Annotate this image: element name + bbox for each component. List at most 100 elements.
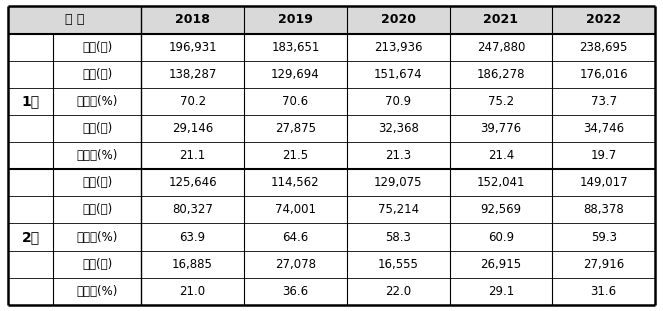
Bar (53, 34, 141, 61)
Text: 29.1: 29.1 (488, 285, 514, 298)
Bar (347, 196, 450, 223)
Text: 92,569: 92,569 (480, 203, 522, 216)
Bar (450, 142, 552, 169)
Bar (53, 196, 141, 223)
Text: 152,041: 152,041 (477, 176, 525, 189)
Text: 27,078: 27,078 (275, 258, 316, 271)
Text: 32,368: 32,368 (378, 122, 418, 135)
Text: 238,695: 238,695 (579, 41, 628, 54)
Text: 70.6: 70.6 (282, 95, 308, 108)
Bar (552, 142, 655, 169)
Text: 2021: 2021 (483, 13, 518, 26)
Text: 대상(명): 대상(명) (82, 41, 112, 54)
Bar (141, 278, 244, 305)
Bar (53, 61, 141, 88)
Text: 138,287: 138,287 (168, 68, 217, 81)
Text: 75.2: 75.2 (488, 95, 514, 108)
Bar (450, 278, 552, 305)
Bar (244, 223, 347, 251)
Bar (53, 115, 141, 142)
Bar (347, 169, 450, 196)
Bar (141, 223, 244, 251)
Bar (552, 34, 655, 61)
Bar (244, 34, 347, 61)
Bar (552, 278, 655, 305)
Text: 합격(명): 합격(명) (82, 122, 112, 135)
Text: 73.7: 73.7 (591, 95, 617, 108)
Bar (244, 6, 347, 34)
Bar (244, 61, 347, 88)
Text: 2022: 2022 (586, 13, 621, 26)
Bar (141, 88, 244, 115)
Text: 21.0: 21.0 (180, 285, 206, 298)
Bar (347, 6, 450, 34)
Text: 129,694: 129,694 (271, 68, 320, 81)
Bar (347, 278, 450, 305)
Text: 213,936: 213,936 (374, 41, 422, 54)
Bar (552, 169, 655, 196)
Text: 21.3: 21.3 (385, 149, 411, 162)
Text: 196,931: 196,931 (168, 41, 217, 54)
Text: 2018: 2018 (175, 13, 210, 26)
Text: 응시(명): 응시(명) (82, 203, 112, 216)
Bar (450, 169, 552, 196)
Text: 합격률(%): 합격률(%) (76, 149, 118, 162)
Bar (8, 169, 53, 305)
Bar (450, 251, 552, 278)
Bar (244, 115, 347, 142)
Bar (450, 88, 552, 115)
Text: 70.2: 70.2 (180, 95, 206, 108)
Text: 151,674: 151,674 (374, 68, 422, 81)
Text: 70.9: 70.9 (385, 95, 411, 108)
Bar (450, 196, 552, 223)
Text: 2차: 2차 (21, 230, 40, 244)
Text: 21.1: 21.1 (180, 149, 206, 162)
Bar (347, 115, 450, 142)
Bar (141, 142, 244, 169)
Text: 186,278: 186,278 (477, 68, 525, 81)
Text: 16,885: 16,885 (172, 258, 213, 271)
Text: 176,016: 176,016 (579, 68, 628, 81)
Bar (53, 142, 141, 169)
Text: 응시율(%): 응시율(%) (76, 95, 118, 108)
Text: 114,562: 114,562 (271, 176, 320, 189)
Text: 1차: 1차 (21, 95, 40, 109)
Text: 대상(명): 대상(명) (82, 176, 112, 189)
Bar (141, 251, 244, 278)
Bar (347, 61, 450, 88)
Bar (347, 223, 450, 251)
Bar (347, 251, 450, 278)
Text: 31.6: 31.6 (591, 285, 617, 298)
Text: 74,001: 74,001 (275, 203, 316, 216)
Bar (552, 251, 655, 278)
Text: 58.3: 58.3 (385, 230, 411, 244)
Text: 합격(명): 합격(명) (82, 258, 112, 271)
Bar (244, 169, 347, 196)
Text: 22.0: 22.0 (385, 285, 411, 298)
Bar (53, 278, 141, 305)
Text: 21.4: 21.4 (488, 149, 514, 162)
Bar (244, 196, 347, 223)
Bar (244, 251, 347, 278)
Bar (8, 34, 53, 169)
Bar (552, 223, 655, 251)
Bar (53, 223, 141, 251)
Text: 응시(명): 응시(명) (82, 68, 112, 81)
Bar (347, 88, 450, 115)
Text: 125,646: 125,646 (168, 176, 217, 189)
Bar (552, 196, 655, 223)
Text: 16,555: 16,555 (378, 258, 418, 271)
Text: 183,651: 183,651 (271, 41, 320, 54)
Bar (8, 6, 141, 34)
Text: 29,146: 29,146 (172, 122, 213, 135)
Bar (141, 196, 244, 223)
Text: 39,776: 39,776 (480, 122, 522, 135)
Text: 27,875: 27,875 (275, 122, 316, 135)
Text: 63.9: 63.9 (180, 230, 206, 244)
Bar (450, 34, 552, 61)
Bar (244, 88, 347, 115)
Bar (53, 251, 141, 278)
Bar (552, 88, 655, 115)
Text: 59.3: 59.3 (591, 230, 617, 244)
Text: 19.7: 19.7 (591, 149, 617, 162)
